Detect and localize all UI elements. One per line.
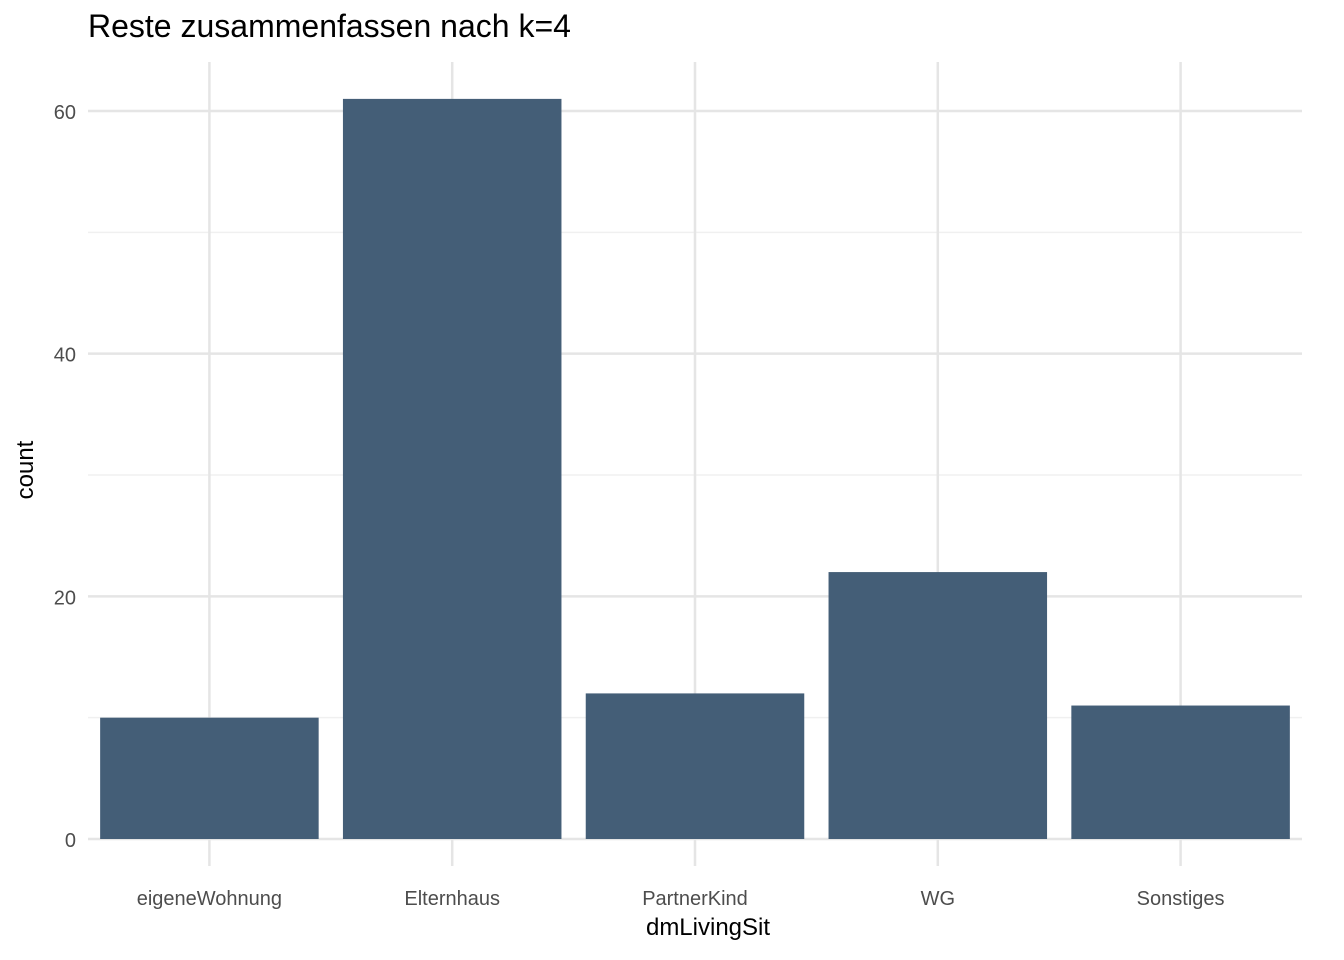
x-tick-label: eigeneWohnung (137, 888, 282, 910)
bar-eigeneWohnung (100, 717, 319, 839)
bar-Sonstiges (1071, 705, 1290, 839)
y-tick-label: 20 (54, 587, 76, 609)
y-tick-labels: 0 20 40 60 (54, 102, 76, 852)
x-tick-labels: eigeneWohnung Elternhaus PartnerKind WG Sons… (137, 888, 1225, 910)
x-tick-label: Sonstiges (1137, 888, 1225, 910)
bar-WG (828, 572, 1048, 839)
y-tick-label: 0 (65, 830, 76, 852)
bar-PartnerKind (585, 693, 805, 839)
bar-Elternhaus (342, 98, 562, 839)
x-tick-label: PartnerKind (642, 888, 748, 910)
y-axis-title: count (12, 440, 39, 500)
y-tick-label: 40 (54, 345, 76, 367)
x-axis-title: dmLivingSit (645, 914, 771, 941)
y-tick-label: 60 (54, 102, 76, 124)
x-tick-label: WG (921, 888, 955, 910)
chart-title: Reste zusammenfassen nach k=4 (88, 8, 571, 44)
x-tick-label: Elternhaus (404, 888, 500, 910)
bars-layer (100, 98, 1290, 839)
